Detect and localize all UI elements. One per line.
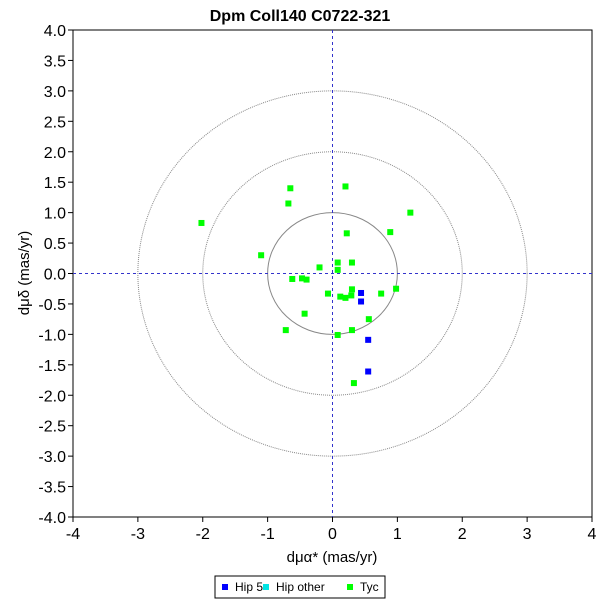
x-tick-label: -2 [196,526,210,543]
point-tyc [342,183,349,190]
x-tick-label: 4 [588,526,597,543]
chart-title: Dpm Coll140 C0722-321 [210,8,391,25]
x-tick-label: 3 [523,526,532,543]
y-tick-label: -4.0 [38,510,66,527]
y-tick-label: -1.0 [38,327,66,344]
y-tick-label: 0.5 [44,236,66,253]
y-tick-label: -0.5 [38,297,66,314]
point-tyc [337,293,344,300]
point-tyc [324,290,331,297]
x-tick-label: -1 [261,526,275,543]
x-tick-label: -3 [131,526,145,543]
point-tyc [348,286,355,293]
point-tyc [287,185,294,192]
point-tyc [285,200,292,207]
y-tick-label: 3.5 [44,53,66,70]
point-tyc [343,230,350,237]
point-tyc [334,331,341,338]
y-tick-label: -3.0 [38,449,66,466]
x-tick-label: -4 [66,526,80,543]
point-tyc [393,285,400,292]
point-tyc [299,275,306,282]
point-hip-5 [365,336,372,343]
y-tick-label: 2.5 [44,114,66,131]
y-tick-label: -2.5 [38,419,66,436]
data-points [198,183,414,387]
y-tick-label: 3.0 [44,84,66,101]
legend-swatch [222,584,228,590]
legend: Hip 5 Hip other Tyc [214,575,386,599]
point-tyc [348,327,355,334]
legend-label: Hip other [276,580,325,594]
point-tyc [387,229,394,236]
point-tyc [334,259,341,266]
y-tick-label: 0.0 [44,267,66,284]
point-tyc [303,276,310,283]
y-tick-label: 4.0 [44,23,66,40]
point-tyc [365,316,372,323]
point-tyc [289,275,296,282]
x-tick-label: 2 [458,526,467,543]
y-axis-label: dμδ (mas/yr) [16,231,33,316]
y-tick-label: -3.5 [38,480,66,497]
point-tyc [334,266,341,273]
point-tyc [258,252,265,259]
y-tick-label: -2.0 [38,388,66,405]
point-hip-5 [365,368,372,375]
point-tyc [342,294,349,301]
point-tyc [282,327,289,334]
point-hip-5 [358,298,365,305]
legend-label: Hip 5 [235,580,263,594]
legend-label: Tyc [360,580,379,594]
point-tyc [316,264,323,271]
point-tyc [350,380,357,387]
y-tick-label: 1.5 [44,175,66,192]
y-tick-label: 1.0 [44,206,66,223]
x-tick-label: 1 [393,526,402,543]
point-tyc [348,259,355,266]
legend-box [214,575,386,599]
x-axis-ticks: -4 -3 -2 -1 0 1 2 3 4 [66,517,597,543]
point-tyc [407,209,414,216]
legend-swatch [263,584,269,590]
point-tyc [301,310,308,317]
point-tyc [348,292,355,299]
x-tick-label: 0 [328,526,337,543]
point-tyc [378,290,385,297]
point-tyc [198,219,205,226]
y-tick-label: -1.5 [38,358,66,375]
legend-swatch [347,584,353,590]
point-hip-5 [358,289,365,296]
x-axis-label: dμα* (mas/yr) [287,549,378,566]
zero-axes [73,30,592,517]
y-axis-ticks: 4.0 3.5 3.0 2.5 2.0 1.5 1.0 0.5 0.0 -0.5 -1.0 -1.5 -… [38,23,73,527]
y-tick-label: 2.0 [44,145,66,162]
